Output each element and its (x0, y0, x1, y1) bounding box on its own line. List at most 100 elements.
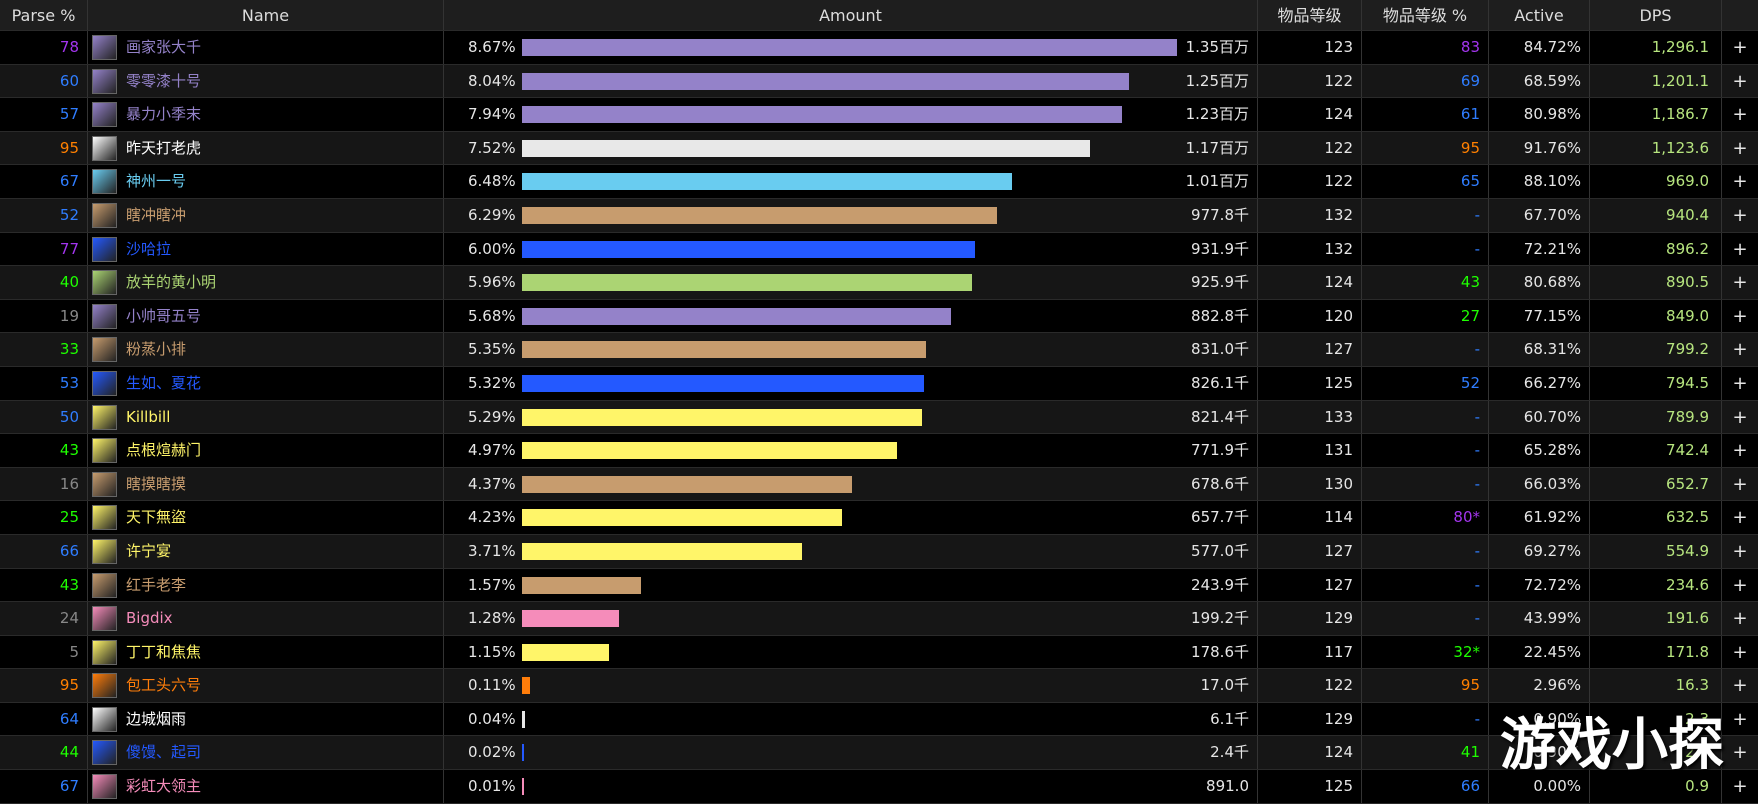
amount-value: 826.1千 (1191, 373, 1249, 392)
expand-button[interactable]: + (1732, 305, 1748, 327)
item-level: 133 (1258, 400, 1362, 434)
name-cell: 放羊的黄小明 (88, 266, 444, 299)
name-cell: 暴力小季末 (88, 98, 444, 131)
name-cell: 包工头六号 (88, 669, 444, 702)
player-name[interactable]: 边城烟雨 (126, 709, 187, 728)
player-name[interactable]: 包工头六号 (126, 676, 202, 695)
player-name[interactable]: 零零漆十号 (126, 71, 202, 90)
player-name[interactable]: 暴力小季末 (126, 105, 202, 124)
amount-cell: 5.68% 882.8千 (444, 299, 1258, 333)
expand-button[interactable]: + (1732, 171, 1748, 193)
expand-button[interactable]: + (1732, 742, 1748, 764)
item-level: 122 (1258, 669, 1362, 702)
player-name[interactable]: 瞎摸瞎摸 (126, 474, 187, 493)
amount-value: 678.6千 (1191, 474, 1249, 493)
class-icon (92, 438, 117, 464)
expand-button[interactable]: + (1732, 540, 1748, 562)
active-percent: 0.90% (1489, 702, 1590, 736)
player-name[interactable]: 天下無盜 (126, 508, 187, 527)
dps-value: 191.6 (1590, 602, 1722, 635)
expand-button[interactable]: + (1732, 574, 1748, 596)
player-name[interactable]: Killbill (126, 407, 171, 426)
expand-button[interactable]: + (1732, 507, 1748, 529)
dps-value: 789.9 (1590, 400, 1722, 434)
item-level-percent: - (1362, 568, 1489, 602)
player-name[interactable]: 昨天打老虎 (126, 138, 202, 157)
parse-cell: 25 (0, 501, 88, 534)
table-row: 44 傻馒、起司 0.02% 2.4千 124 41 0.90% 2.3 + (0, 736, 1758, 771)
expand-button[interactable]: + (1732, 708, 1748, 730)
amount-value: 1.17百万 (1185, 138, 1249, 157)
name-cell: 画家张大千 (88, 31, 444, 64)
class-icon (92, 135, 117, 161)
amount-value: 1.35百万 (1185, 38, 1249, 56)
class-icon (92, 538, 117, 564)
amount-percent: 5.96% (468, 273, 516, 292)
dps-value: 1,201.1 (1590, 64, 1722, 98)
expand-button[interactable]: + (1732, 70, 1748, 92)
name-cell: 许宁宴 (88, 534, 444, 568)
header-cell: DPS (1590, 0, 1722, 30)
parse-cell: 44 (0, 736, 88, 770)
expand-button[interactable]: + (1732, 406, 1748, 428)
dps-value: 799.2 (1590, 333, 1722, 366)
player-name[interactable]: 生如、夏花 (126, 373, 202, 392)
parse-cell: 40 (0, 266, 88, 299)
player-name[interactable]: 点根煊赫门 (126, 441, 202, 460)
active-percent: 60.70% (1489, 400, 1590, 434)
parse-cell: 78 (0, 31, 88, 64)
amount-value: 199.2千 (1191, 609, 1249, 628)
amount-percent: 1.28% (468, 609, 516, 628)
expand-button[interactable]: + (1732, 339, 1748, 361)
class-icon (92, 337, 117, 363)
item-level: 125 (1258, 770, 1362, 803)
expand-button[interactable]: + (1732, 608, 1748, 630)
amount-value: 6.1千 (1210, 709, 1249, 728)
player-name[interactable]: 神州一号 (126, 172, 187, 191)
amount-cell: 6.00% 931.9千 (444, 232, 1258, 266)
player-name[interactable]: 放羊的黄小明 (126, 273, 217, 292)
player-name[interactable]: 粉蒸小排 (126, 340, 187, 359)
item-level-percent: 43 (1362, 266, 1489, 299)
expand-button[interactable]: + (1732, 137, 1748, 159)
amount-percent: 4.23% (468, 508, 516, 527)
class-icon (92, 673, 117, 699)
amount-bar (522, 341, 927, 359)
item-level-percent: 69 (1362, 64, 1489, 98)
item-level: 114 (1258, 501, 1362, 534)
player-name[interactable]: 彩虹大领主 (126, 777, 202, 796)
player-name[interactable]: 小帅哥五号 (126, 306, 202, 325)
expand-button[interactable]: + (1732, 473, 1748, 495)
player-name[interactable]: 傻馒、起司 (126, 743, 202, 762)
amount-cell: 4.37% 678.6千 (444, 467, 1258, 501)
player-name[interactable]: 许宁宴 (126, 541, 172, 560)
parse-cell: 53 (0, 366, 88, 400)
amount-percent: 6.00% (468, 239, 516, 258)
expand-button[interactable]: + (1732, 776, 1748, 798)
expand-button[interactable]: + (1732, 675, 1748, 697)
expand-button[interactable]: + (1732, 641, 1748, 663)
player-name[interactable]: 红手老李 (126, 575, 187, 594)
item-level: 124 (1258, 266, 1362, 299)
active-percent: 22.45% (1489, 635, 1590, 669)
player-name[interactable]: 瞎冲瞎冲 (126, 205, 187, 224)
expand-button[interactable]: + (1732, 440, 1748, 462)
expand-button[interactable]: + (1732, 372, 1748, 394)
player-name[interactable]: 画家张大千 (126, 38, 202, 56)
class-icon (92, 740, 117, 766)
table-row: 16 瞎摸瞎摸 4.37% 678.6千 130-66.03% 652.7 + (0, 467, 1758, 502)
dps-value: 632.5 (1590, 501, 1722, 534)
table-row: 43 点根煊赫门 4.97% 771.9千 131-65.28% 742.4 + (0, 434, 1758, 468)
player-name[interactable]: Bigdix (126, 609, 173, 628)
expand-button[interactable]: + (1732, 37, 1748, 58)
expand-button[interactable]: + (1732, 204, 1748, 226)
player-name[interactable]: 丁丁和焦焦 (126, 642, 202, 661)
class-icon (92, 236, 117, 262)
expand-button[interactable]: + (1732, 238, 1748, 260)
expand-button[interactable]: + (1732, 104, 1748, 126)
dps-value: 554.9 (1590, 534, 1722, 568)
player-name[interactable]: 沙哈拉 (126, 239, 172, 258)
expand-button[interactable]: + (1732, 272, 1748, 294)
amount-bar (522, 374, 924, 392)
item-level-percent: - (1362, 198, 1489, 232)
